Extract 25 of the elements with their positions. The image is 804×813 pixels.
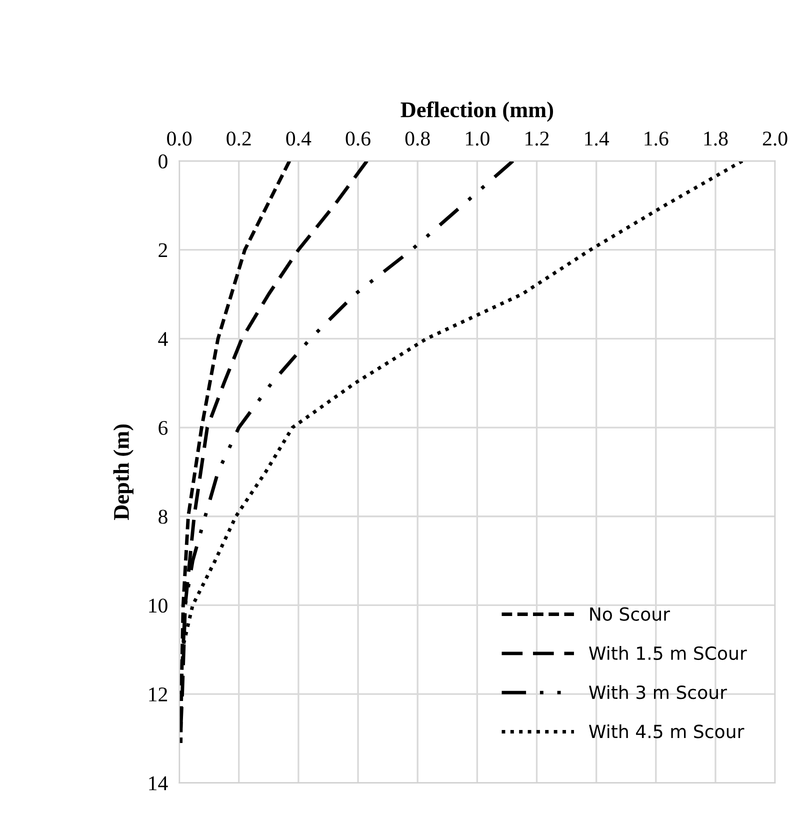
legend-label: With 1.5 m SCour	[589, 646, 747, 660]
y-tick-label: 14	[149, 776, 168, 790]
y-tick-label: 0	[158, 154, 168, 168]
x-tick-label: 0.6	[346, 132, 370, 146]
x-tick-label: 1.8	[704, 132, 728, 146]
x-tick-label: 0.0	[167, 132, 192, 146]
legend-label: With 3 m Scour	[589, 685, 727, 700]
y-tick-label: 8	[158, 510, 168, 524]
y-axis-title: Depth (m)	[113, 424, 134, 520]
x-tick-label: 1.2	[526, 132, 549, 146]
x-tick-label: 0.4	[286, 132, 312, 146]
y-tick-label: 6	[158, 420, 168, 435]
y-tick-label: 12	[149, 688, 168, 702]
legend-label: No Scour	[590, 607, 670, 621]
x-axis-title: Deflection (mm)	[400, 101, 554, 122]
x-tick-label: 1.6	[644, 132, 668, 146]
legend-label: With 4.5 m Scour	[589, 724, 744, 738]
y-tick-label: 4	[158, 332, 168, 346]
x-tick-label: 0.2	[226, 132, 251, 146]
y-tick-label: 2	[158, 243, 168, 258]
x-tick-label: 1.4	[585, 132, 610, 146]
x-tick-label: 0.8	[405, 132, 430, 146]
y-tick-label: 10	[149, 598, 168, 613]
x-tick-label: 2.0	[762, 132, 788, 146]
x-tick-label: 1.0	[466, 132, 490, 146]
